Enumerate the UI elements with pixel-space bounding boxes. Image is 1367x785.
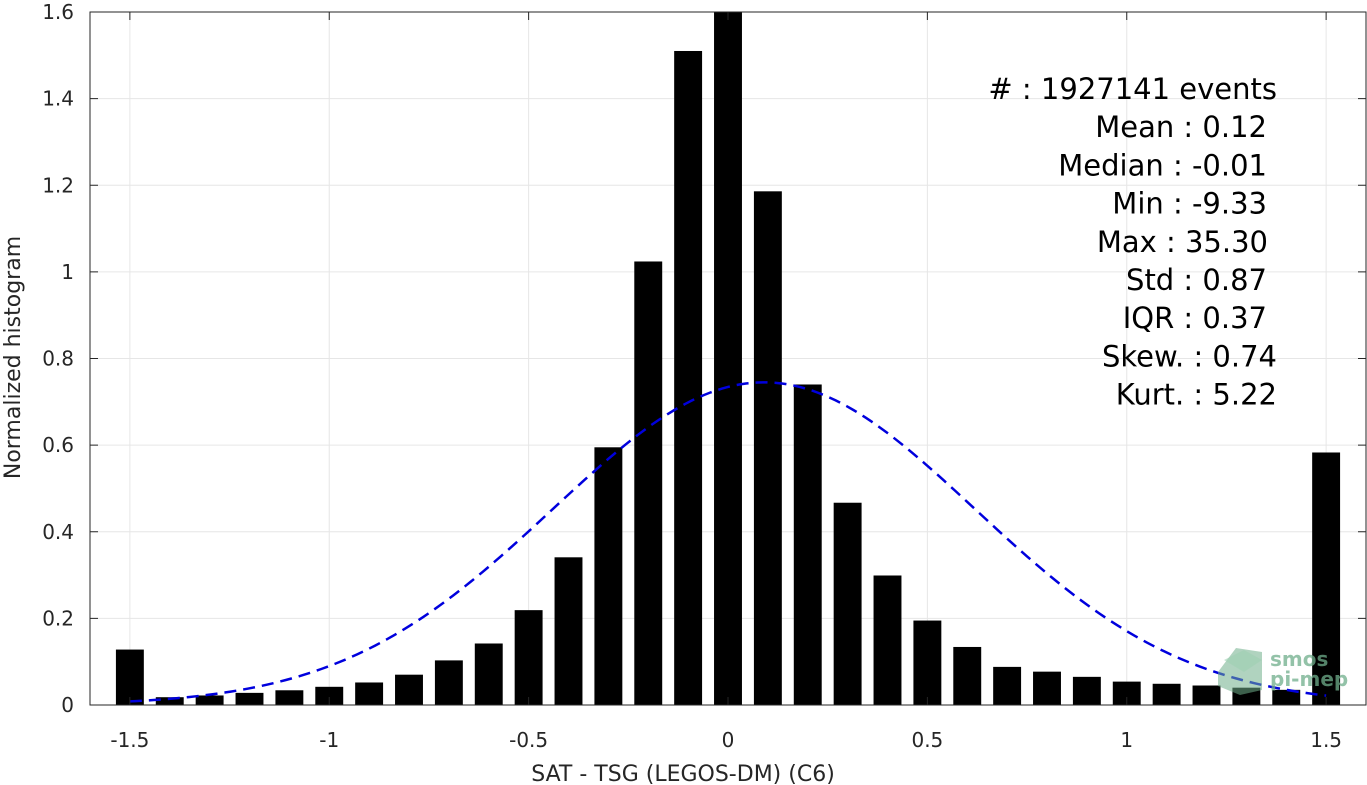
x-tick-label: -1.5 — [110, 728, 149, 752]
histogram-bar — [594, 447, 623, 705]
histogram-bar — [474, 643, 503, 705]
histogram-bar — [1192, 685, 1221, 705]
logo-shape-highlight — [1224, 650, 1262, 672]
y-tick-label: 0 — [61, 693, 74, 717]
histogram-bar — [155, 697, 184, 705]
x-tick-label: 1 — [1120, 728, 1133, 752]
histogram-bar — [395, 674, 423, 705]
histogram-bar — [1152, 683, 1181, 705]
y-tick-label: 0.8 — [42, 347, 74, 371]
y-tick-label: 0.4 — [42, 520, 74, 544]
stat-line: Mean : 0.12 — [1095, 110, 1267, 144]
histogram-bar — [554, 557, 583, 705]
histogram-bar — [1072, 676, 1101, 705]
histogram-bar — [913, 620, 942, 705]
y-tick-label: 1.6 — [42, 0, 74, 24]
histogram-bar — [1033, 671, 1061, 705]
y-tick-label: 1.2 — [42, 173, 74, 197]
histogram-bar — [514, 610, 543, 705]
histogram-bar — [315, 686, 344, 705]
stat-line: Skew. : 0.74 — [1102, 339, 1277, 373]
histogram-bar — [634, 261, 663, 705]
y-axis-ticks: 0 0.2 0.4 0.6 0.8 1 1.2 1.4 1.6 — [42, 0, 1366, 717]
stat-line: Min : -9.33 — [1112, 187, 1267, 221]
histogram-bar — [873, 575, 902, 705]
stat-line: Max : 35.30 — [1097, 225, 1268, 259]
y-tick-label: 1.4 — [42, 87, 74, 111]
stat-line: Kurt. : 5.22 — [1116, 378, 1277, 412]
x-tick-label: -0.5 — [509, 728, 548, 752]
bar-series — [115, 12, 1341, 706]
histogram-bar — [793, 384, 822, 705]
histogram-bar — [235, 692, 264, 705]
histogram-bar — [753, 191, 782, 706]
x-tick-label: 0.5 — [911, 728, 943, 752]
histogram-bar — [833, 502, 862, 705]
y-axis-label: Normalized histogram — [1, 236, 26, 479]
y-tick-label: 0.6 — [42, 433, 74, 457]
x-tick-label: 0 — [722, 728, 735, 752]
x-tick-label: -1 — [319, 728, 339, 752]
histogram-bar — [195, 695, 224, 705]
stat-line: Median : -0.01 — [1058, 148, 1267, 182]
stats-text-block: # : 1927141 events Mean : 0.12 Median : -0… — [988, 72, 1277, 412]
histogram-bar — [355, 682, 384, 705]
y-tick-label: 0.2 — [42, 606, 74, 630]
x-axis-ticks: -1.5 -1 -0.5 0 0.5 1 1.5 — [110, 12, 1342, 752]
logo-text-line1: smos — [1270, 647, 1328, 671]
histogram-bar — [115, 649, 144, 705]
histogram-bar — [674, 50, 703, 705]
histogram-bar — [275, 690, 304, 705]
logo-text-line2: pi-mep — [1270, 667, 1348, 691]
histogram-bar — [1272, 689, 1301, 705]
x-axis-label: SAT - TSG (LEGOS-DM) (C6) — [531, 762, 835, 785]
stat-line: IQR : 0.37 — [1123, 301, 1267, 335]
y-tick-label: 1 — [61, 260, 74, 284]
stat-line: Std : 0.87 — [1126, 263, 1267, 297]
histogram-bar — [1112, 681, 1141, 705]
x-tick-label: 1.5 — [1310, 728, 1342, 752]
histogram-bar — [993, 666, 1022, 705]
gaussian-fit-curve — [129, 381, 1327, 703]
histogram-bar — [714, 12, 742, 705]
stat-line: # : 1927141 events — [988, 72, 1277, 106]
histogram-bar — [1312, 452, 1341, 705]
histogram-bar — [434, 660, 463, 705]
histogram-bar — [953, 646, 982, 705]
